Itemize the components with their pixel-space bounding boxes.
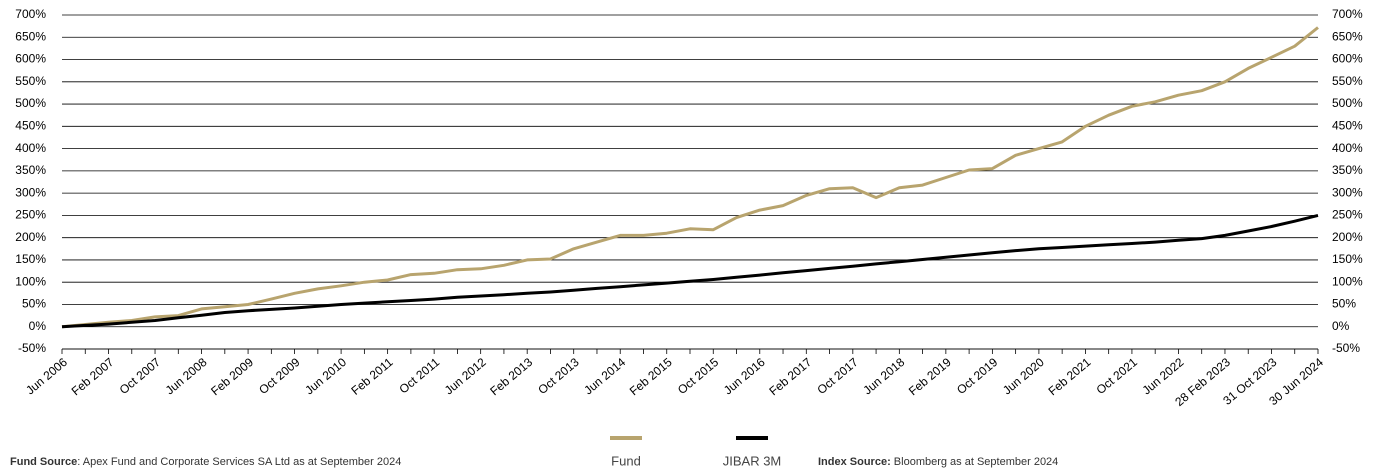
fund-source-text: : Apex Fund and Corporate Services SA Lt… bbox=[77, 456, 401, 468]
y-tick-label: 450% bbox=[15, 119, 46, 133]
y2-tick-label: 550% bbox=[1332, 74, 1363, 88]
y2-tick-label: 400% bbox=[1332, 141, 1363, 155]
legend-label: Fund bbox=[611, 453, 641, 468]
y-tick-label: 100% bbox=[15, 274, 46, 288]
x-tick-label: Feb 2013 bbox=[487, 355, 535, 399]
x-tick-label: Oct 2013 bbox=[535, 355, 582, 397]
index-source: Index Source: Bloomberg as at September … bbox=[818, 456, 1058, 468]
y-tick-label: 650% bbox=[15, 29, 46, 43]
y-tick-label: 350% bbox=[15, 163, 46, 177]
x-tick-label: Oct 2015 bbox=[675, 355, 722, 397]
x-tick-label: Feb 2011 bbox=[348, 355, 395, 398]
y-tick-label: 400% bbox=[15, 141, 46, 155]
y2-tick-label: 600% bbox=[1332, 52, 1363, 66]
y2-tick-label: 700% bbox=[1332, 7, 1363, 21]
x-tick-label: Jun 2010 bbox=[302, 355, 349, 398]
x-tick-label: Jun 2014 bbox=[581, 355, 628, 398]
x-tick-label: Oct 2009 bbox=[256, 355, 303, 397]
y-tick-label: 50% bbox=[22, 297, 46, 311]
y-tick-label: 700% bbox=[15, 7, 46, 21]
y-tick-label: 150% bbox=[15, 252, 46, 266]
series-line bbox=[61, 213, 1319, 329]
legend-label: JIBAR 3M bbox=[723, 453, 782, 468]
y2-tick-label: 500% bbox=[1332, 96, 1363, 110]
y2-tick-label: 0% bbox=[1332, 319, 1350, 333]
y-tick-label: 600% bbox=[15, 52, 46, 66]
y2-tick-label: 50% bbox=[1332, 297, 1356, 311]
y2-tick-label: 350% bbox=[1332, 163, 1363, 177]
y-tick-label: 0% bbox=[29, 319, 47, 333]
x-tick-label: Oct 2007 bbox=[117, 355, 164, 397]
y2-tick-label: 150% bbox=[1332, 252, 1363, 266]
x-tick-label: Jun 2008 bbox=[163, 355, 210, 398]
x-tick-label: Feb 2015 bbox=[627, 355, 675, 399]
index-source-text: Bloomberg as at September 2024 bbox=[891, 456, 1059, 468]
y-tick-label: 300% bbox=[15, 185, 46, 199]
x-tick-label: Feb 2017 bbox=[766, 355, 814, 399]
y-tick-label: 500% bbox=[15, 96, 46, 110]
y-tick-label: 550% bbox=[15, 74, 46, 88]
x-tick-label: Oct 2019 bbox=[954, 355, 1001, 397]
y-tick-label: 250% bbox=[15, 208, 46, 222]
y2-tick-label: 200% bbox=[1332, 230, 1363, 244]
x-tick-label: Feb 2019 bbox=[906, 355, 954, 399]
y2-tick-label: 450% bbox=[1332, 119, 1363, 133]
fund-source-label: Fund Source bbox=[10, 456, 77, 468]
x-tick-label: Oct 2021 bbox=[1094, 355, 1141, 397]
x-tick-label: Feb 2021 bbox=[1046, 355, 1094, 399]
x-tick-label: Jun 2020 bbox=[1000, 355, 1047, 398]
x-tick-label: Feb 2009 bbox=[208, 355, 256, 399]
y2-tick-label: 250% bbox=[1332, 208, 1363, 222]
x-tick-label: Feb 2007 bbox=[69, 355, 117, 399]
x-tick-label: Jun 2018 bbox=[860, 355, 907, 398]
y2-tick-label: 100% bbox=[1332, 274, 1363, 288]
y-tick-label: -50% bbox=[18, 341, 46, 355]
y2-tick-label: 650% bbox=[1332, 29, 1363, 43]
x-tick-label: Jun 2012 bbox=[442, 355, 489, 398]
y2-tick-label: -50% bbox=[1332, 341, 1360, 355]
x-tick-label: Oct 2017 bbox=[814, 355, 861, 397]
x-tick-label: Jun 2006 bbox=[23, 355, 70, 398]
fund-source: Fund Source: Apex Fund and Corporate Ser… bbox=[10, 456, 401, 468]
y2-tick-label: 300% bbox=[1332, 185, 1363, 199]
series-line bbox=[61, 26, 1319, 329]
x-tick-label: Oct 2011 bbox=[396, 355, 442, 397]
y-tick-label: 200% bbox=[15, 230, 46, 244]
index-source-label: Index Source: bbox=[818, 456, 891, 468]
x-tick-label: Jun 2016 bbox=[721, 355, 768, 398]
